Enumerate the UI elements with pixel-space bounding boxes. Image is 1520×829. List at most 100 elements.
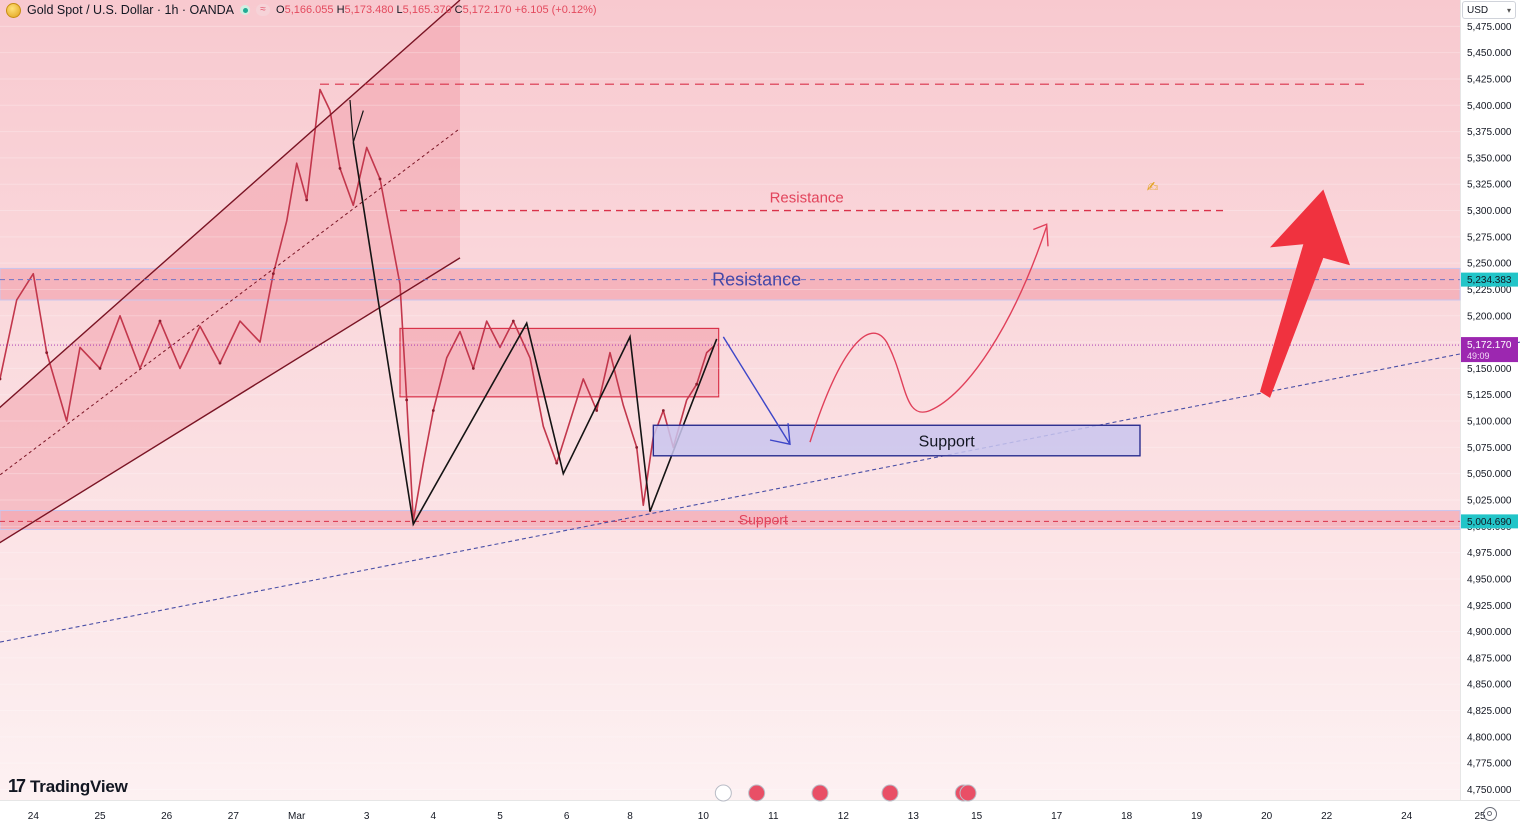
y-tick-label: 5,275.000 xyxy=(1467,232,1512,243)
symbol-title[interactable]: Gold Spot / U.S. Dollar · 1h · OANDA xyxy=(27,3,235,17)
event-icon xyxy=(714,784,732,802)
price-point xyxy=(305,198,309,202)
x-tick-label: 24 xyxy=(1401,811,1413,822)
tradingview-logo-text: TradingView xyxy=(30,776,128,796)
x-tick-label: 25 xyxy=(94,811,106,822)
x-tick-label: 6 xyxy=(564,811,570,822)
channel-upper-line xyxy=(0,0,461,409)
symbol-header[interactable]: Gold Spot / U.S. Dollar · 1h · OANDA ≈ O… xyxy=(6,2,597,18)
x-tick-label: 20 xyxy=(1261,811,1273,822)
y-tick-label: 4,875.000 xyxy=(1467,653,1512,664)
y-tick-label: 5,100.000 xyxy=(1467,417,1512,428)
target-support-label: Support xyxy=(919,434,976,451)
price-point xyxy=(661,409,665,412)
price-point xyxy=(405,398,409,402)
event-icon xyxy=(959,784,977,802)
y-tick-label: 4,975.000 xyxy=(1467,548,1512,559)
price-point xyxy=(635,445,639,449)
support-price-tag xyxy=(1461,514,1518,529)
y-tick-label: 4,950.000 xyxy=(1467,574,1512,585)
chevron-down-icon: ▾ xyxy=(1506,5,1511,15)
y-tick-label: 5,375.000 xyxy=(1467,127,1512,138)
price-point xyxy=(378,177,382,181)
price-line xyxy=(0,88,716,522)
projection-curve xyxy=(809,226,1048,443)
up-arrow xyxy=(1260,189,1350,398)
y-tick-label: 5,050.000 xyxy=(1467,469,1512,480)
x-tick-label: 5 xyxy=(497,811,503,822)
currency-select[interactable]: USD ▾ xyxy=(1462,1,1516,19)
channel-mid-line xyxy=(0,128,461,476)
channel-lower-line xyxy=(0,257,461,544)
x-tick-label: 12 xyxy=(838,811,850,822)
gold-coin-icon xyxy=(6,2,21,18)
y-tick-label: 5,250.000 xyxy=(1467,259,1512,270)
resistance-label: Resistance xyxy=(712,270,801,290)
currency-value: USD xyxy=(1467,4,1489,16)
support-zone xyxy=(0,510,1461,530)
x-tick-label: 25 xyxy=(1474,811,1486,822)
plot-area[interactable] xyxy=(0,0,1460,800)
y-tick-label: 4,800.000 xyxy=(1467,732,1512,743)
wave-icon[interactable]: ≈ xyxy=(256,4,271,16)
price-point xyxy=(338,167,342,170)
pencil-icon: ✍ xyxy=(1147,179,1159,195)
support-label: Support xyxy=(739,511,788,527)
market-open-icon[interactable] xyxy=(240,5,251,15)
price-axis[interactable] xyxy=(1460,0,1520,800)
y-tick-label: 5,350.000 xyxy=(1467,153,1512,164)
price-layer xyxy=(0,88,716,522)
price-point xyxy=(158,319,162,323)
y-tick-label: 5,225.000 xyxy=(1467,285,1512,296)
blue-arrow-head xyxy=(769,423,791,446)
resistance-zone xyxy=(0,267,1461,301)
x-tick-label: 18 xyxy=(1121,811,1133,822)
tradingview-logo-icon: 17 xyxy=(8,776,26,796)
blue-arrow-line xyxy=(722,336,791,445)
time-axis[interactable] xyxy=(0,800,1520,829)
x-tick-label: 27 xyxy=(228,811,240,822)
event-icon xyxy=(811,784,829,802)
ohlc-low: 5,165.370 xyxy=(402,4,452,16)
x-tick-label: 10 xyxy=(698,811,710,822)
y-tick-label: 5,400.000 xyxy=(1467,101,1512,112)
y-tick-label: 4,850.000 xyxy=(1467,680,1512,691)
ohlc-close: 5,172.170 xyxy=(462,4,512,16)
y-tick-label: 5,425.000 xyxy=(1467,74,1512,85)
y-tick-label: 5,025.000 xyxy=(1467,496,1512,507)
settings-icon[interactable] xyxy=(1483,807,1497,821)
y-tick-label: 4,925.000 xyxy=(1467,601,1512,612)
y-axis-labels: 4,750.000 4,775.000 4,800.000 4,825.000 4,85… xyxy=(1467,22,1512,796)
x-axis-labels: 24 25 26 27 Mar 3 4 5 6 8 10 11 12 13 15 17 18 19 20 22 24 25 xyxy=(28,811,1486,822)
y-tick-label: 5,325.000 xyxy=(1467,180,1512,191)
price-point xyxy=(695,382,699,386)
ohlc-change: +6.105 (+0.12%) xyxy=(514,4,597,16)
ohlc-open: 5,166.055 xyxy=(284,4,334,16)
drawings-layer: ✍ Resistance Resistance Support Support xyxy=(0,0,1520,802)
price-point xyxy=(431,409,435,412)
resistance-price-tag-text: 5,234.383 xyxy=(1467,275,1512,286)
consolidation-box xyxy=(399,327,720,398)
x-tick-label: 11 xyxy=(768,811,779,822)
tradingview-logo[interactable]: 17 TradingView xyxy=(8,776,128,797)
price-point xyxy=(0,377,2,381)
x-tick-label: 24 xyxy=(28,811,40,822)
y-tick-label: 4,900.000 xyxy=(1467,627,1512,638)
x-tick-label: 13 xyxy=(908,811,920,822)
x-tick-label: 3 xyxy=(364,811,370,822)
x-tick-label: 15 xyxy=(971,811,983,822)
y-tick-label: 5,150.000 xyxy=(1467,364,1512,375)
y-tick-label: 5,450.000 xyxy=(1467,48,1512,59)
x-tick-label: 8 xyxy=(627,811,633,822)
zigzag-top-tick xyxy=(349,99,364,143)
resistance-price-tag xyxy=(1461,272,1518,287)
y-tick-label: 5,475.000 xyxy=(1467,22,1512,33)
grid-layer xyxy=(0,25,1460,790)
event-icon xyxy=(748,784,766,802)
ohlc-values: O5,166.055 H5,173.480 L5,165.370 C5,172.… xyxy=(276,4,597,16)
support-price-tag-text: 5,004.690 xyxy=(1467,517,1512,528)
event-icon xyxy=(881,784,899,802)
